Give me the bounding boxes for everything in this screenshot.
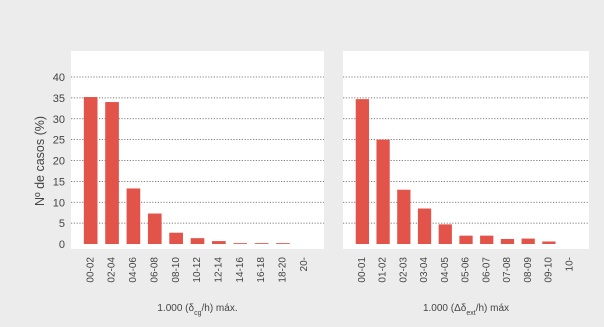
x-axis-label: 1.000 (δcg/h) máx. <box>157 303 237 317</box>
x-tick-label: 02-04 <box>107 257 118 283</box>
y-tick-label: 25 <box>53 135 65 147</box>
bar-18-20 <box>276 243 290 244</box>
x-tick-label: 18-20 <box>278 257 289 283</box>
x-tick-label: 20- <box>299 257 310 271</box>
x-tick-label: 04-06 <box>128 257 139 283</box>
y-tick-label: 10 <box>53 197 65 209</box>
bar-00-01 <box>355 99 369 244</box>
bar-14-16 <box>233 243 248 244</box>
bar-06-08 <box>147 213 162 244</box>
x-tick-label: 01-02 <box>378 257 389 283</box>
x-axis-label: 1.000 (Δδext/h) máx <box>423 303 509 317</box>
y-tick-label: 15 <box>53 176 65 188</box>
y-tick-label: 40 <box>53 72 65 84</box>
bar-16-18 <box>254 243 269 244</box>
bar-01-02 <box>376 139 390 244</box>
bar-08-09 <box>521 238 535 244</box>
bar-07-08 <box>500 238 515 244</box>
x-tick-label: 06-07 <box>481 257 492 283</box>
y-tick-label: 0 <box>59 239 65 251</box>
y-tick-label: 35 <box>53 93 65 105</box>
bar-09-10 <box>542 241 556 244</box>
x-tick-label: 00-01 <box>357 257 368 283</box>
panel-2: 00-01 01-02 02-03 03-04 04-05 05-06 06-07 07-08… <box>343 51 589 317</box>
y-tick-label: 20 <box>53 156 65 168</box>
x-tick-label: 14-16 <box>235 257 246 283</box>
y-axis-label: Nº de casos (%) <box>33 116 47 206</box>
bar-04-06 <box>126 188 141 244</box>
x-tick-label: 06-08 <box>149 257 160 283</box>
bar-06-07 <box>480 235 494 244</box>
bar-08-10 <box>169 232 183 244</box>
x-tick-label: 09-10 <box>544 257 555 283</box>
bar-02-03 <box>397 189 411 244</box>
x-tick-label: 08-09 <box>523 257 534 283</box>
x-tick-label: 02-03 <box>398 257 409 283</box>
x-tick-label: 04-05 <box>440 257 451 283</box>
bar-03-04 <box>417 208 432 244</box>
x-tick-label: 07-08 <box>502 257 513 283</box>
bar-00-02 <box>83 97 98 244</box>
bar-04-05 <box>438 224 452 244</box>
y-tick-label: 5 <box>59 218 65 230</box>
x-tick-label: 00-02 <box>85 257 96 283</box>
bar-02-04 <box>105 102 119 244</box>
x-tick-label: 03-04 <box>419 257 430 283</box>
bar-12-14 <box>212 241 226 244</box>
x-tick-label: 05-06 <box>461 257 472 283</box>
x-tick-label: 10-12 <box>192 257 203 283</box>
x-tick-label: 10- <box>564 257 575 271</box>
panel-1: 00-02 02-04 04-06 06-08 08-10 10-12 12-14 14-16… <box>53 51 324 317</box>
bar-05-06 <box>459 235 473 244</box>
x-tick-label: 12-14 <box>214 257 225 283</box>
x-tick-label: 16-18 <box>256 257 267 283</box>
bar-10-12 <box>190 238 205 244</box>
x-tick-label: 08-10 <box>171 257 182 283</box>
y-tick-label: 30 <box>53 114 65 126</box>
